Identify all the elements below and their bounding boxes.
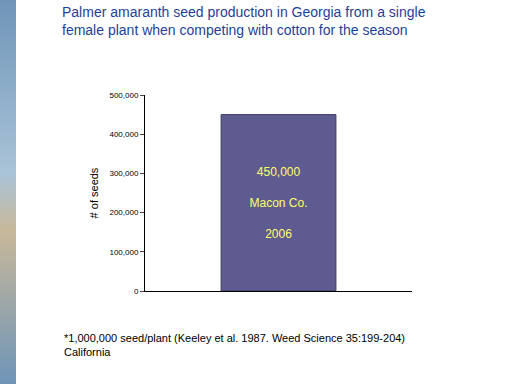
svg-text:0: 0 (134, 287, 139, 296)
svg-text:# of seeds: # of seeds (88, 167, 100, 218)
svg-text:100,000: 100,000 (109, 248, 138, 257)
svg-text:500,000: 500,000 (109, 91, 138, 100)
svg-text:Palmer amaranth seed productio: Palmer amaranth seed production in Georg… (62, 4, 426, 38)
svg-text:450,000Macon Co.2006: 450,000Macon Co.2006 (249, 165, 307, 241)
svg-text:200,000: 200,000 (109, 208, 138, 217)
svg-text:300,000: 300,000 (109, 169, 138, 178)
svg-text:400,000: 400,000 (109, 130, 138, 139)
svg-text:*1,000,000 seed/plant (Keeley: *1,000,000 seed/plant (Keeley et al. 198… (64, 332, 405, 358)
